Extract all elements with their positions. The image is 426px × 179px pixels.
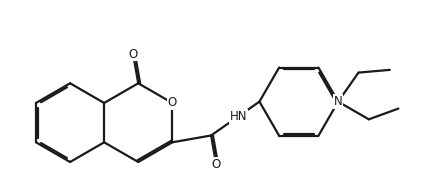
Text: HN: HN — [230, 110, 247, 123]
Text: O: O — [129, 48, 138, 61]
Text: N: N — [334, 95, 343, 108]
Text: O: O — [212, 158, 221, 171]
Text: O: O — [168, 96, 177, 110]
